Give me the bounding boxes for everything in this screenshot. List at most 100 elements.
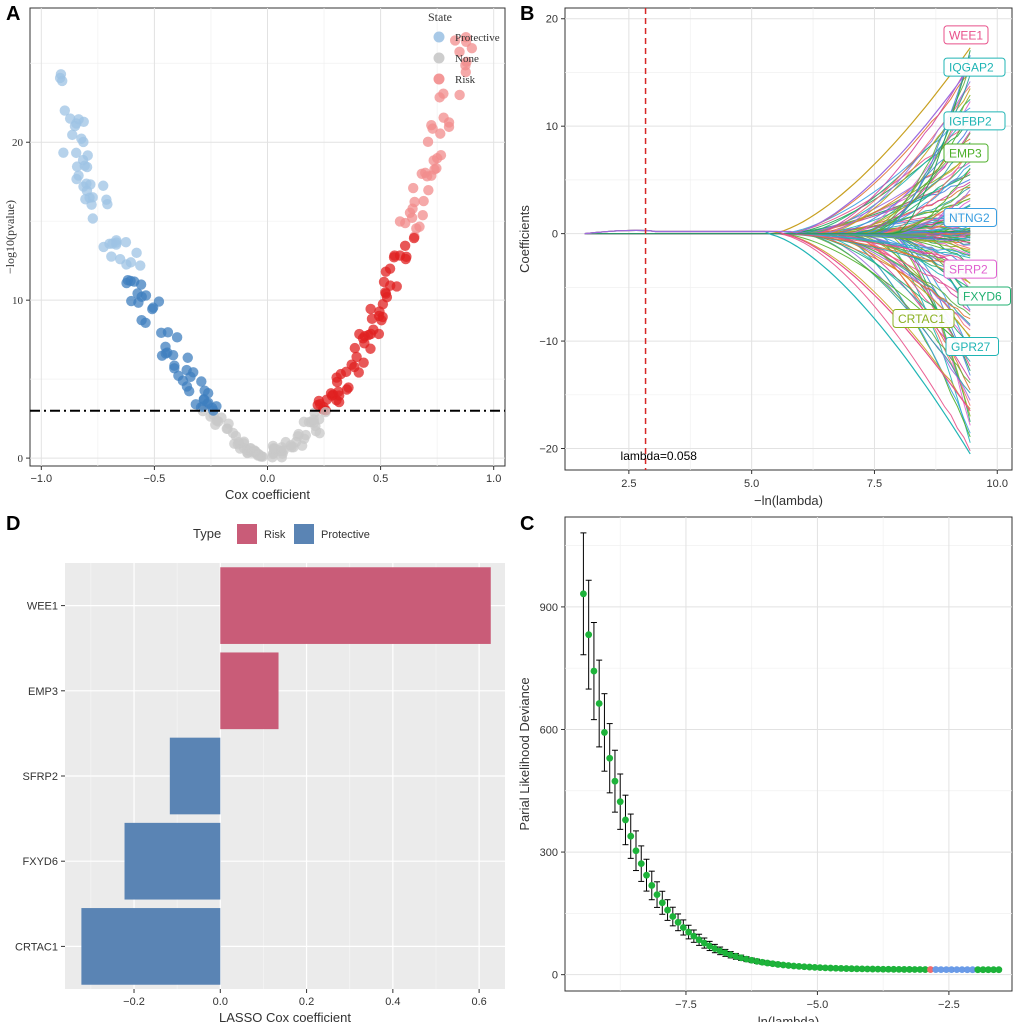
data-point [131,247,142,259]
x-tick-label: 0.0 [260,473,275,485]
legend-key [433,31,445,43]
data-point [340,366,352,378]
data-point [399,240,411,252]
data-point [400,253,411,265]
y-tick-label: 10 [12,295,24,307]
data-point [106,251,117,262]
deviance-point [779,961,787,969]
data-point [357,333,369,344]
deviance-point [832,964,840,972]
gene-label: IQGAP2 [949,61,994,75]
deviance-point [842,965,850,972]
deviance-point [853,965,861,973]
x-tick-label: −5.0 [807,999,829,1011]
data-point [407,182,419,194]
y-tick-label: 10 [546,121,558,133]
x-tick-label: 0.2 [299,996,314,1008]
data-point [365,303,376,315]
gene-label: EMP3 [949,147,982,161]
data-point [71,147,82,159]
data-point [366,313,378,325]
data-point [196,376,207,387]
deviance-point [953,966,961,974]
coefficient-path-extreme [584,66,971,235]
data-point [384,263,396,274]
deviance-point [637,860,645,868]
data-point [199,385,210,396]
deviance-point [900,966,908,973]
y-tick-label: 20 [12,137,24,149]
data-point [181,364,192,376]
x-tick-label: 2.5 [621,478,636,490]
deviance-point [948,966,955,974]
data-point [296,440,308,451]
deviance-point [679,924,687,931]
data-point [333,386,344,397]
data-point [71,173,82,185]
y-tick-label: 900 [540,602,558,614]
x-tick-label: −0.5 [144,473,166,485]
data-point [349,342,361,354]
data-point [153,296,165,307]
deviance-point [758,958,766,966]
deviance-point [806,963,813,971]
deviance-point [785,962,792,969]
data-point [449,35,461,46]
deviance-point [769,960,777,968]
data-point [81,178,92,189]
data-point [78,136,89,148]
deviance-point [764,959,771,967]
gene-label-box [892,309,955,329]
data-point [374,306,385,317]
data-point [288,442,299,453]
data-point [57,75,68,87]
deviance-point [916,966,924,973]
data-point [365,343,376,354]
deviance-point [879,965,887,973]
data-point [443,117,455,128]
x-tick-label: 0.6 [471,996,486,1008]
deviance-point [816,964,824,972]
data-point [358,357,369,368]
gene-label-box [943,208,997,228]
x-tick-label: 10.0 [987,478,1008,490]
coefficient-path [584,50,971,235]
deviance-point [874,965,882,973]
y-tick-label: 600 [540,724,558,736]
legend-label: Protective [455,32,500,44]
data-point [132,288,143,299]
data-point [135,260,146,271]
data-point [122,274,134,286]
deviance-point [942,966,950,974]
data-point [422,136,434,148]
x-tick-label: 7.5 [867,478,882,490]
deviance-point [690,932,698,940]
category-label: CRTAC1 [15,941,58,953]
deviance-point [622,816,629,824]
deviance-point [674,918,682,926]
data-point [241,444,253,455]
y-tick-label: 300 [540,847,558,859]
deviance-point [643,871,650,879]
category-label: SFRP2 [23,771,58,783]
data-point [213,416,224,427]
gene-label: WEE1 [949,28,983,42]
deviance-point [974,966,982,974]
deviance-point [837,965,845,972]
data-point [308,414,319,425]
x-axis-label: −ln(lambda) [754,493,823,508]
legend-label: Protective [321,529,370,541]
legend-key [237,524,257,544]
x-tick-label: 0.4 [385,996,400,1008]
bar-crtac1 [81,908,221,985]
data-point [82,150,93,161]
gene-label-box [945,336,999,356]
data-point [454,46,465,58]
x-tick-label: 0.5 [373,473,388,485]
x-axis-label: ln(lambda) [758,1014,819,1022]
bar-emp3 [220,652,279,730]
panel-label-b: B [520,3,534,25]
deviance-point [648,882,656,889]
x-tick-label: −2.5 [938,999,960,1011]
